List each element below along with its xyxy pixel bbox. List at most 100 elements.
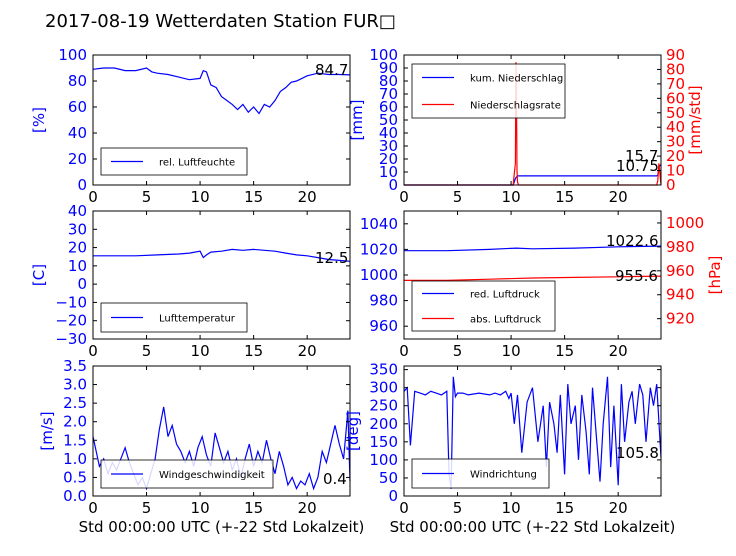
- x-tick-label: 0: [88, 342, 98, 360]
- y2-tick-label: 60: [666, 89, 685, 107]
- y-tick-label: 200: [369, 415, 398, 433]
- y-tick-label: 1.5: [63, 431, 87, 449]
- y2-tick-label: 960: [666, 262, 695, 280]
- legend-label: Niederschlagsrate: [470, 101, 561, 112]
- figure-title: 2017-08-19 Wetterdaten Station FUR□: [45, 11, 396, 32]
- y2-tick-label: 10: [666, 162, 685, 180]
- y-tick-label: 300: [369, 379, 398, 397]
- y-tick-label: 2.5: [63, 394, 87, 412]
- y-tick-label: 150: [369, 433, 398, 451]
- y-axis-label: [mm]: [348, 100, 366, 141]
- x-tick-label: 0: [88, 499, 98, 517]
- value-annotation: 84.7: [315, 61, 348, 79]
- x-tick-label: 0: [399, 188, 409, 206]
- y-tick-label: 10: [379, 163, 398, 181]
- x-tick-label: 5: [142, 188, 152, 206]
- legend-label: Windrichtung: [470, 470, 537, 481]
- y-tick-label: 60: [68, 98, 87, 116]
- x-tick-label: 15: [244, 188, 263, 206]
- series-line-4-1: [404, 245, 662, 252]
- y2-axis-label: [mm/std]: [686, 85, 704, 154]
- y-axis-label: [deg]: [344, 411, 362, 451]
- axes-frame: [403, 365, 662, 497]
- y-tick-label: 980: [369, 292, 398, 310]
- y-tick-label: 40: [379, 124, 398, 142]
- y-tick-label: 20: [379, 150, 398, 168]
- y-tick-label: 1040: [360, 215, 398, 233]
- y-tick-label: 250: [369, 397, 398, 415]
- y-tick-label: 10: [68, 257, 87, 275]
- y-tick-label: 100: [58, 46, 87, 64]
- x-tick-label: 15: [244, 499, 263, 517]
- x-tick-label: 10: [191, 342, 210, 360]
- x-tick-label: 10: [502, 188, 521, 206]
- y2-tick-label: 20: [666, 147, 685, 165]
- y-tick-label: 50: [379, 111, 398, 129]
- y2-tick-label: 90: [666, 46, 685, 64]
- y2-tick-label: 50: [666, 104, 685, 122]
- y2-tick-label: 30: [666, 133, 685, 151]
- x-axis-label: Std 00:00:00 UTC (+-22 Std Lokalzeit): [79, 518, 365, 536]
- x-tick-label: 5: [142, 499, 152, 517]
- x-tick-label: 20: [298, 188, 317, 206]
- y2-tick-label: 40: [666, 118, 685, 136]
- value-annotation: 10.75: [616, 157, 659, 175]
- y-tick-label: 0.5: [63, 468, 87, 486]
- y2-tick-label: 920: [666, 310, 695, 328]
- legend-label: Windgeschwindigkeit: [159, 470, 265, 481]
- x-tick-label: 0: [399, 499, 409, 517]
- y-tick-label: 1020: [360, 240, 398, 258]
- x-tick-label: 0: [88, 188, 98, 206]
- y-tick-label: 100: [369, 451, 398, 469]
- chart-panel-2: 0 5 10 15 2001020304050607080901000102030405…: [348, 46, 704, 206]
- y2-tick-label: 980: [666, 238, 695, 256]
- x-axis-label: Std 00:00:00 UTC (+-22 Std Lokalzeit): [390, 518, 676, 536]
- chart-panel-3: 0 5 10 15 20−30−20−10010203040[C]Lufttempera…: [30, 202, 351, 360]
- y-tick-label: 1.0: [63, 450, 87, 468]
- x-tick-label: 5: [453, 499, 463, 517]
- x-tick-label: 5: [453, 188, 463, 206]
- x-tick-label: 0: [399, 342, 409, 360]
- x-tick-label: 10: [191, 499, 210, 517]
- y-tick-label: 30: [379, 137, 398, 155]
- legend-label: rel. Luftfeuchte: [159, 158, 235, 169]
- legend-box: [411, 280, 556, 332]
- legend-label: abs. Luftdruck: [470, 315, 541, 326]
- series-line-4-2: [404, 275, 662, 281]
- series-line-3-1: [93, 248, 351, 262]
- y-tick-label: 50: [379, 469, 398, 487]
- value-annotation: 1022.6: [606, 232, 659, 250]
- y-tick-label: 30: [68, 220, 87, 238]
- x-tick-label: 20: [609, 188, 628, 206]
- y2-tick-label: 1000: [666, 214, 704, 232]
- x-tick-label: 20: [298, 342, 317, 360]
- y2-tick-label: 70: [666, 75, 685, 93]
- series-line-2-2: [404, 62, 662, 186]
- y-tick-label: 80: [68, 72, 87, 90]
- y-tick-label: 0.0: [63, 487, 87, 505]
- y2-tick-label: 940: [666, 286, 695, 304]
- y-axis-label: [C]: [30, 264, 48, 286]
- y-tick-label: 20: [68, 150, 87, 168]
- y-tick-label: 3.5: [63, 357, 87, 375]
- axes-frame: [92, 54, 351, 186]
- y-tick-label: 40: [68, 124, 87, 142]
- x-tick-label: 15: [244, 342, 263, 360]
- legend-box: [411, 63, 566, 119]
- value-annotation: 0.4: [323, 470, 347, 488]
- y-tick-label: −30: [55, 330, 87, 348]
- chart-panel-5: 0 5 10 15 20 0.00.51.01.52.02.53.03.5 [m/s] Std…: [38, 357, 364, 536]
- y-tick-label: 0: [388, 176, 398, 194]
- legend-label: red. Luftdruck: [470, 290, 540, 301]
- axes-frame: [92, 210, 351, 340]
- y-tick-label: 0: [388, 487, 398, 505]
- y-tick-label: −10: [55, 293, 87, 311]
- y-tick-label: 960: [369, 317, 398, 335]
- value-annotation: 15.7: [625, 147, 658, 165]
- y-tick-label: 70: [379, 85, 398, 103]
- chart-panel-4: 0 5 10 15 20 960 980 1000 1020 1040 920 940 960 980 10…: [360, 210, 724, 360]
- y-tick-label: 20: [68, 239, 87, 257]
- series-line-1-1: [92, 67, 351, 115]
- y-tick-label: 100: [369, 46, 398, 64]
